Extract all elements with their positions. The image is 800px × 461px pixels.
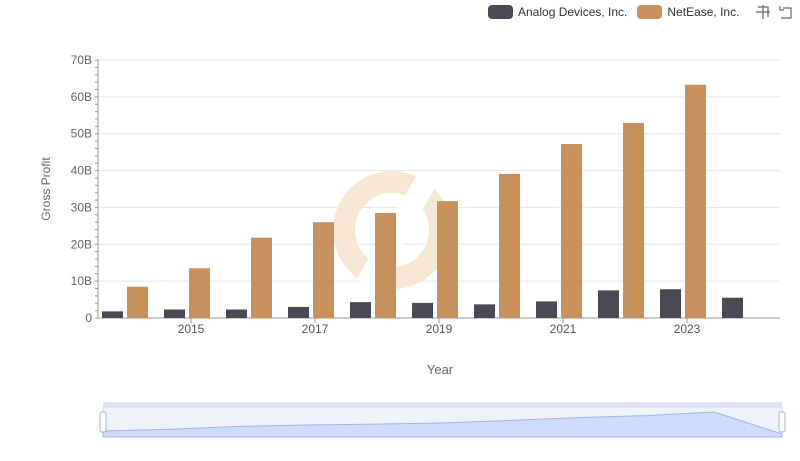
bar-netease-2015[interactable] xyxy=(189,268,210,318)
bar-analog-devices-2021[interactable] xyxy=(536,301,557,318)
legend: Analog Devices, Inc. NetEase, Inc. xyxy=(488,4,793,20)
bar-netease-2016[interactable] xyxy=(251,237,272,318)
bar-analog-devices-2023[interactable] xyxy=(660,289,681,318)
y-tick-label: 30B xyxy=(71,200,92,214)
legend-item-analog-devices[interactable]: Analog Devices, Inc. xyxy=(488,5,627,19)
bar-netease-2020[interactable] xyxy=(499,173,520,318)
legend-swatch-netease xyxy=(637,5,663,19)
zoom-handle-left[interactable] xyxy=(99,411,107,433)
data-zoom-slider[interactable] xyxy=(99,402,786,438)
x-tick-label: 2023 xyxy=(674,322,701,336)
legend-swatch-analog-devices xyxy=(488,5,513,19)
bar-analog-devices-2015[interactable] xyxy=(164,309,185,318)
x-tick-label: 2019 xyxy=(426,322,453,336)
bar-netease-2021[interactable] xyxy=(561,144,582,318)
bar-analog-devices-2016[interactable] xyxy=(226,309,247,318)
x-tick-label: 2017 xyxy=(302,322,329,336)
bar-analog-devices-2018[interactable] xyxy=(350,302,371,318)
legend-item-netease[interactable]: NetEase, Inc. xyxy=(637,5,739,19)
y-tick-label: 10B xyxy=(71,274,92,288)
y-tick-label: 0 xyxy=(85,311,92,325)
y-tick-label: 20B xyxy=(71,237,92,251)
x-tick-label: 2021 xyxy=(550,322,577,336)
bars xyxy=(102,84,743,319)
bar-netease-2017[interactable] xyxy=(313,222,334,318)
bar-analog-devices-2014[interactable] xyxy=(102,311,123,318)
zoom-icon[interactable] xyxy=(755,4,771,20)
bar-netease-2019[interactable] xyxy=(437,201,458,318)
zoom-move-handle[interactable] xyxy=(103,402,782,407)
bar-analog-devices-2024[interactable] xyxy=(722,297,743,318)
bar-netease-2018[interactable] xyxy=(375,212,396,318)
bar-analog-devices-2020[interactable] xyxy=(474,304,495,318)
y-axis: 0 10B 20B 30B 40B 50B 60B 70B xyxy=(71,53,99,325)
bar-netease-2022[interactable] xyxy=(623,123,644,318)
y-axis-label: Gross Profit xyxy=(39,157,53,221)
zoom-handle-right[interactable] xyxy=(778,411,786,433)
y-tick-label: 40B xyxy=(71,164,92,178)
y-tick-label: 70B xyxy=(71,53,92,67)
y-tick-label: 60B xyxy=(71,90,92,104)
bar-analog-devices-2017[interactable] xyxy=(288,306,309,318)
bar-netease-2023[interactable] xyxy=(685,84,706,319)
restore-icon[interactable] xyxy=(777,4,793,20)
legend-label-netease: NetEase, Inc. xyxy=(667,5,740,19)
x-tick-label: 2015 xyxy=(178,322,205,336)
legend-label-analog-devices: Analog Devices, Inc. xyxy=(518,5,628,19)
y-tick-label: 50B xyxy=(71,127,92,141)
x-axis-label: Year xyxy=(427,362,454,377)
x-axis: 2015 2017 2019 2021 2023 xyxy=(98,317,780,336)
bar-analog-devices-2022[interactable] xyxy=(598,290,619,318)
bar-analog-devices-2019[interactable] xyxy=(412,302,433,318)
bar-netease-2014[interactable] xyxy=(127,286,148,318)
zoom-overview-area xyxy=(102,411,783,438)
